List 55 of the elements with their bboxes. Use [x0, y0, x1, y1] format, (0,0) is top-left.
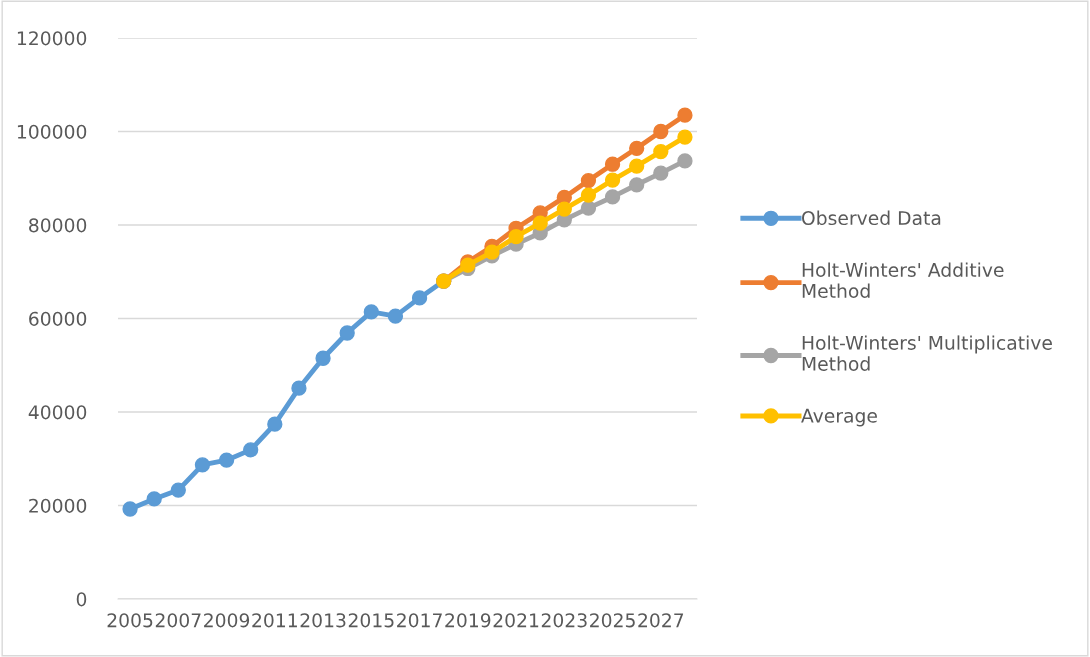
point	[580, 172, 597, 189]
x-tick-label: 2017	[397, 613, 442, 628]
point	[677, 129, 693, 145]
y-tick-label: 40000	[28, 405, 87, 420]
x-tick-label: 2007	[155, 613, 201, 628]
point	[580, 200, 597, 216]
y-tick-label: 120000	[17, 31, 87, 46]
x-tick-label: 2011	[252, 613, 297, 628]
point	[291, 380, 307, 396]
point	[194, 457, 211, 473]
point	[218, 452, 235, 468]
x-tick-label: 2013	[300, 613, 346, 628]
point	[677, 153, 693, 169]
point	[315, 350, 331, 366]
x-tick-label: 2021	[493, 613, 539, 628]
y-tick-label: 0	[76, 592, 87, 607]
point	[604, 156, 621, 172]
x-tick-label: 2025	[590, 613, 635, 628]
point	[629, 140, 645, 156]
x-tick-label: 2027	[638, 613, 684, 628]
point	[508, 229, 524, 245]
point	[580, 187, 597, 203]
point	[629, 158, 645, 174]
point	[653, 143, 669, 160]
point	[339, 325, 355, 341]
legend-label: Holt-Winters' Multiplicative Method	[802, 335, 1052, 371]
point	[629, 177, 645, 193]
point	[556, 201, 572, 217]
point	[604, 172, 621, 188]
x-tick-label: 2005	[107, 613, 153, 628]
point	[122, 501, 138, 517]
y-tick-label: 80000	[29, 218, 87, 233]
point	[532, 215, 548, 231]
point	[170, 482, 186, 498]
point	[146, 491, 162, 507]
point	[604, 189, 621, 205]
point	[387, 308, 404, 324]
point	[243, 442, 259, 458]
legend-label: Observed Data	[802, 210, 941, 226]
x-tick-label: 2019	[445, 613, 491, 628]
legend-label: Average	[801, 408, 877, 427]
point	[484, 244, 500, 260]
y-tick-label: 100000	[17, 124, 87, 139]
point	[653, 165, 669, 181]
point	[411, 290, 428, 306]
point	[363, 304, 379, 320]
point	[677, 107, 693, 123]
legend-label: Holt-Winters' Additive Method	[802, 262, 1004, 298]
x-tick-label: 2009	[204, 613, 250, 628]
point	[267, 416, 283, 432]
x-tick-label: 2015	[348, 613, 394, 628]
y-tick-label: 60000	[29, 311, 87, 326]
x-tick-label: 2023	[541, 613, 587, 628]
y-tick-label: 20000	[29, 498, 87, 513]
point	[653, 123, 669, 140]
